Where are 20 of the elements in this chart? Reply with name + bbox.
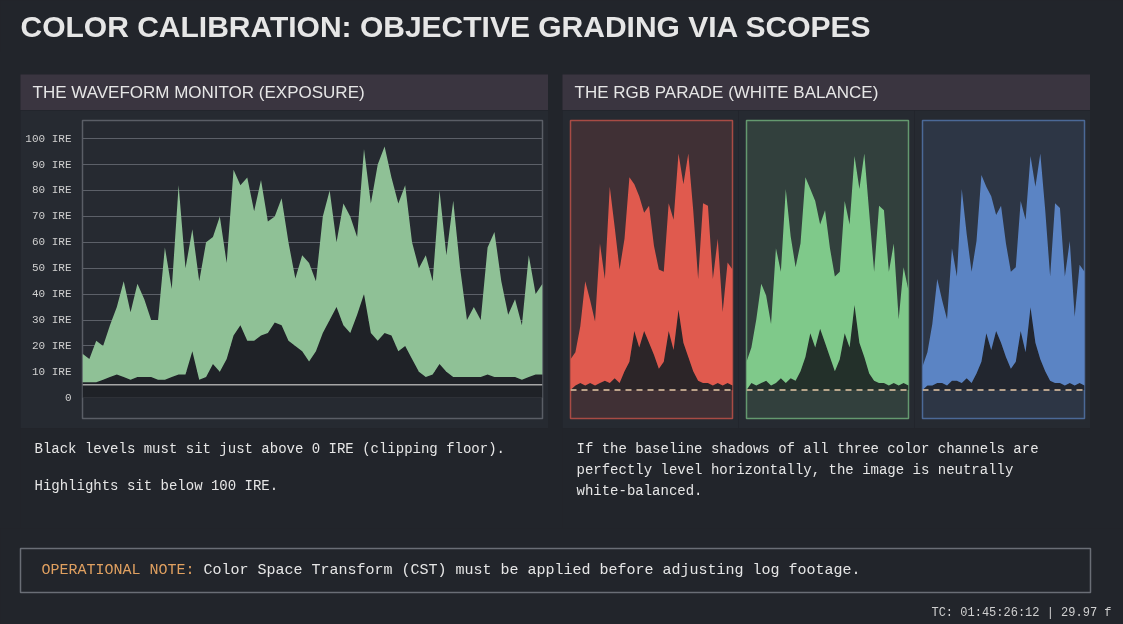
y-tick-label: 70 IRE bbox=[31, 210, 72, 223]
text: OPERATIONAL NOTE: bbox=[41, 562, 195, 579]
text: Highlights sit below 100 IRE. bbox=[34, 477, 279, 494]
text: Black levels must sit just above 0 IRE (clipping floor). bbox=[34, 440, 505, 457]
y-tick-label: 80 IRE bbox=[31, 184, 72, 197]
y-tick-label: 90 IRE bbox=[31, 158, 72, 171]
text: TC: 01:45:26:12 | 29.97 f bbox=[931, 605, 1112, 620]
y-tick-label: 10 IRE bbox=[31, 365, 72, 378]
y-tick-label: 20 IRE bbox=[31, 339, 72, 352]
y-tick-label: 100 IRE bbox=[25, 132, 72, 145]
y-tick-label: 0 bbox=[64, 391, 72, 404]
text: COLOR CALIBRATION: OBJECTIVE GRADING VIA SCOPES bbox=[20, 10, 871, 43]
chart-title: THE WAVEFORM MONITOR (EXPOSURE) bbox=[32, 83, 365, 102]
y-tick-label: 50 IRE bbox=[31, 262, 72, 275]
text: Color Space Transform (CST) must be applied before adjusting log footage. bbox=[203, 562, 861, 579]
chart-title: THE RGB PARADE (WHITE BALANCE) bbox=[574, 83, 879, 102]
y-tick-label: 30 IRE bbox=[31, 314, 72, 327]
text: If the baseline shadows of all three color channels are perfectly level horizontally, the image is neutrally white-balanced. bbox=[576, 440, 1039, 499]
y-tick-label: 40 IRE bbox=[31, 288, 72, 301]
y-tick-label: 60 IRE bbox=[31, 236, 72, 249]
